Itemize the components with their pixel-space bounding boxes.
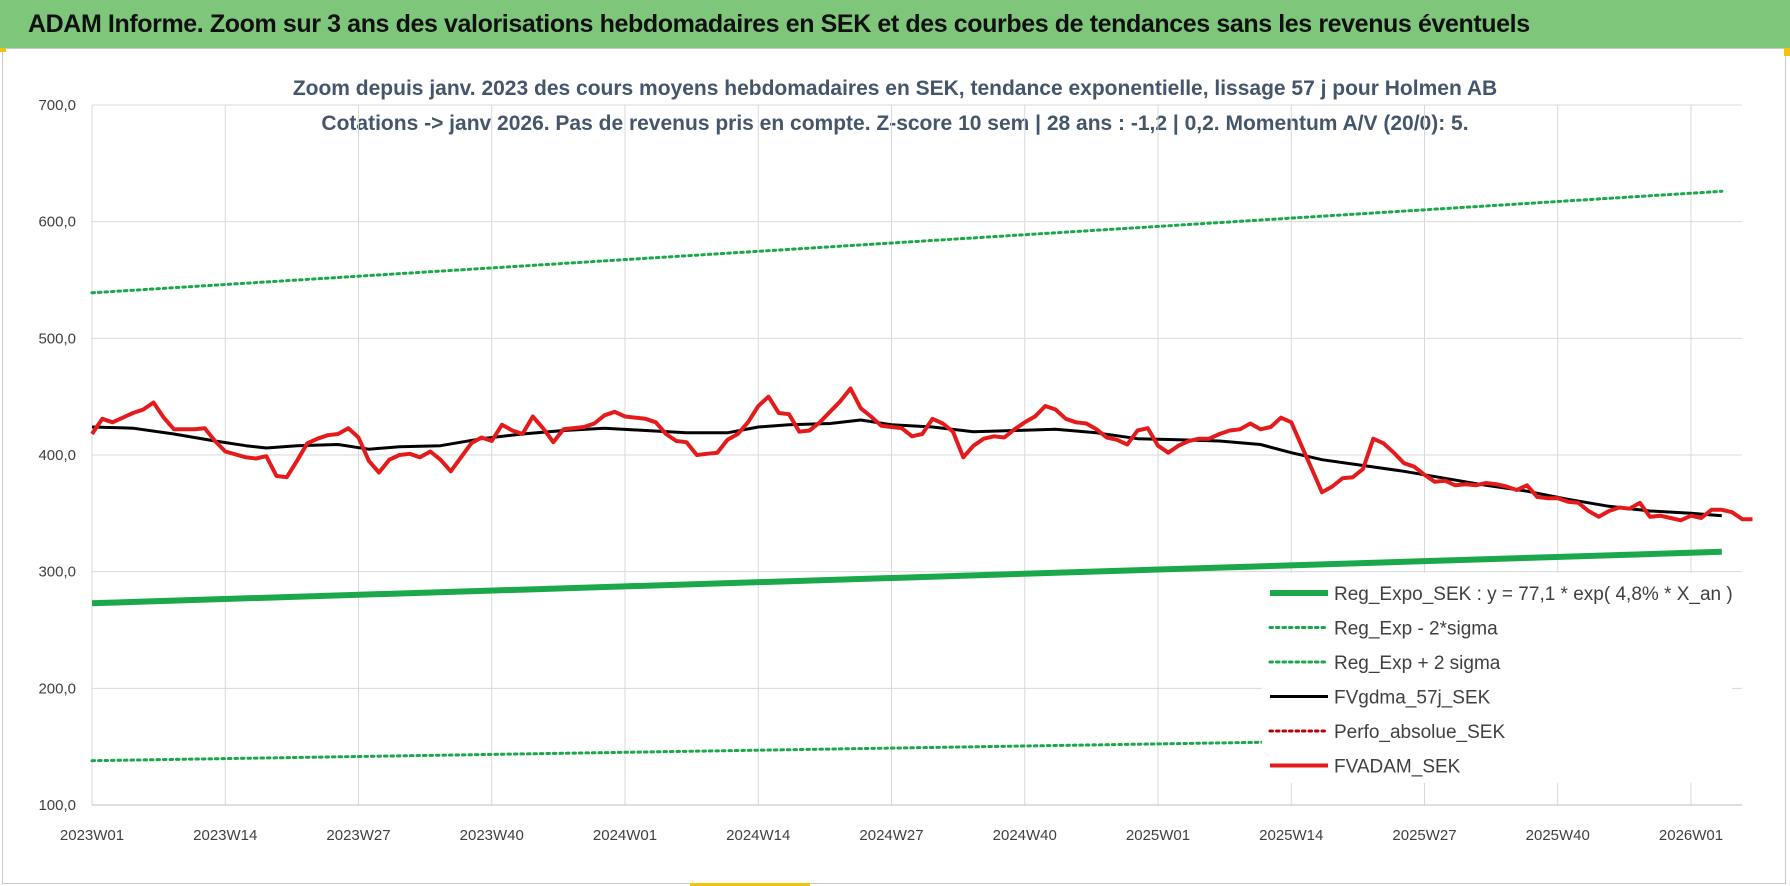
legend-background: [1262, 573, 1732, 783]
chart-frame: [2, 48, 1786, 884]
series-line-fvadam_sek: [90, 386, 1753, 523]
x-tick-label: 2026W01: [1659, 827, 1723, 844]
x-tick-label: 2024W40: [993, 827, 1057, 844]
x-tick-label: 2023W40: [460, 827, 524, 844]
series-lines: [90, 189, 1753, 763]
y-tick-label: 700,0: [38, 97, 76, 114]
y-tick-label: 100,0: [38, 797, 76, 814]
corner-marker: [1784, 48, 1790, 56]
legend-label: FVgdma_57j_SEK: [1334, 688, 1491, 709]
x-tick-label: 2024W01: [593, 827, 657, 844]
x-tick-label: 2025W01: [1126, 827, 1190, 844]
chart-title-line-1: Zoom depuis janv. 2023 des cours moyens …: [293, 77, 1497, 100]
x-tick-label: 2023W14: [193, 827, 257, 844]
x-tick-label: 2025W27: [1392, 827, 1456, 844]
legend-label: Perfo_absolue_SEK: [1334, 722, 1505, 743]
y-tick-label: 300,0: [38, 564, 76, 581]
report-banner: ADAM Informe. Zoom sur 3 ans des valoris…: [0, 0, 1790, 48]
x-axis: 2023W01 2023W14 2023W27 2023W40 2024W01 2024W…: [60, 827, 1723, 844]
y-tick-label: 200,0: [38, 680, 76, 697]
x-tick-label: 2025W14: [1259, 827, 1323, 844]
x-tick-label: 2023W27: [326, 827, 390, 844]
report-title: ADAM Informe. Zoom sur 3 ans des valoris…: [28, 9, 1530, 38]
y-tick-label: 500,0: [38, 330, 76, 347]
legend: Reg_Expo_SEK : y = 77,1 * exp( 4,8% * X_…: [1262, 573, 1733, 783]
legend-label: Reg_Expo_SEK : y = 77,1 * exp( 4,8% * X_…: [1334, 584, 1733, 605]
y-tick-label: 400,0: [38, 447, 76, 464]
x-tick-label: 2024W14: [726, 827, 790, 844]
series-line-reg_expo_sek: [91, 548, 1722, 607]
legend-label: Reg_Exp + 2 sigma: [1334, 653, 1501, 674]
x-tick-label: 2023W01: [60, 827, 124, 844]
legend-label: FVADAM_SEK: [1334, 757, 1461, 778]
corner-marker: [690, 883, 810, 886]
chart-title-line-2: Cotations -> janv 2026. Pas de revenus p…: [321, 112, 1468, 135]
y-axis: 100,0 200,0 300,0 400,0 500,0 600,0 700,0: [38, 97, 76, 814]
corner-marker: [0, 48, 6, 52]
x-tick-label: 2024W27: [859, 827, 923, 844]
series-line-reg_exp: [90, 189, 1724, 295]
y-tick-label: 600,0: [38, 214, 76, 231]
x-tick-label: 2025W40: [1526, 827, 1590, 844]
legend-label: Reg_Exp - 2*sigma: [1334, 619, 1498, 640]
